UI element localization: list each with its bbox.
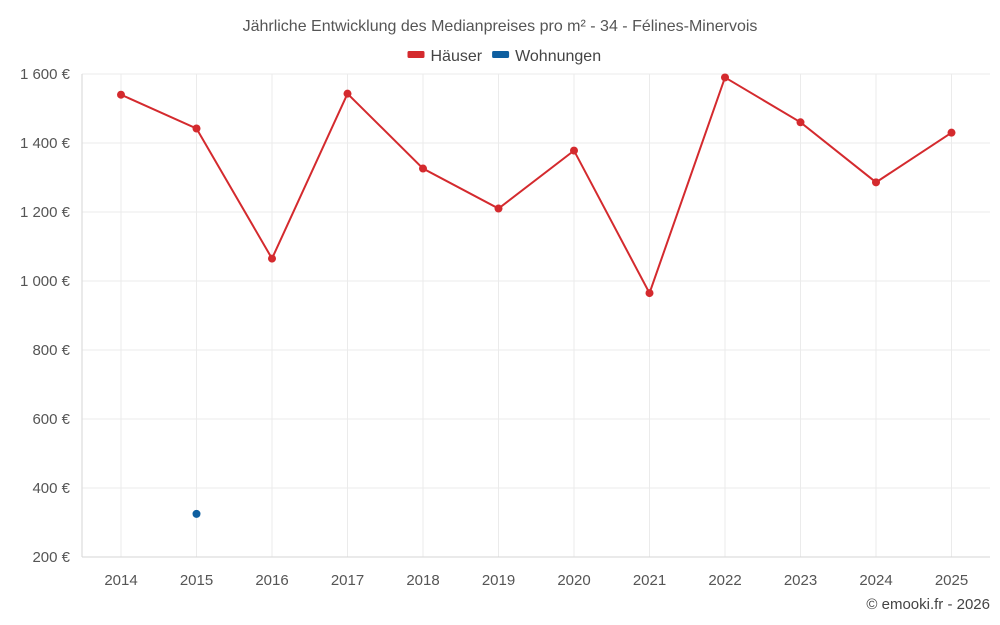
data-point[interactable] bbox=[721, 73, 729, 82]
x-tick-label: 2016 bbox=[255, 572, 288, 589]
data-point[interactable] bbox=[192, 509, 201, 518]
legend-swatch bbox=[492, 51, 510, 58]
chart-title: Jährliche Entwicklung des Medianpreises … bbox=[243, 18, 758, 35]
data-point[interactable] bbox=[268, 254, 276, 263]
data-point[interactable] bbox=[947, 128, 956, 137]
data-point[interactable] bbox=[419, 164, 427, 173]
data-point[interactable] bbox=[192, 124, 201, 133]
data-point[interactable] bbox=[872, 178, 880, 187]
data-point[interactable] bbox=[494, 204, 503, 213]
legend-item[interactable]: Wohnungen bbox=[492, 48, 601, 65]
y-tick-label: 1 400 € bbox=[20, 135, 71, 152]
data-point[interactable] bbox=[796, 118, 805, 127]
y-tick-label: 400 € bbox=[32, 480, 70, 497]
x-tick-label: 2023 bbox=[784, 572, 817, 589]
chart-series bbox=[117, 73, 956, 518]
x-tick-label: 2014 bbox=[104, 572, 137, 589]
x-tick-label: 2018 bbox=[406, 572, 439, 589]
y-tick-label: 600 € bbox=[32, 411, 70, 428]
y-tick-label: 1 200 € bbox=[20, 204, 71, 221]
y-axis: 200 € 400 € 600 € 800 € 1 000 € 1 200 € 1 400 … bbox=[20, 66, 83, 566]
legend-label: Wohnungen bbox=[515, 48, 601, 65]
y-tick-label: 1 000 € bbox=[20, 273, 71, 290]
legend-item[interactable]: Häuser bbox=[407, 48, 483, 65]
data-point[interactable] bbox=[570, 146, 578, 155]
data-point[interactable] bbox=[117, 90, 125, 99]
y-tick-label: 200 € bbox=[32, 549, 70, 566]
x-tick-label: 2019 bbox=[482, 572, 515, 589]
x-tick-label: 2024 bbox=[859, 572, 892, 589]
series-wohnungen bbox=[192, 509, 201, 518]
series-line bbox=[120, 75, 953, 296]
x-tick-label: 2021 bbox=[633, 572, 666, 589]
series-haeuser bbox=[117, 73, 956, 298]
y-tick-label: 1 600 € bbox=[20, 66, 71, 83]
x-tick-label: 2020 bbox=[557, 572, 590, 589]
credit-text: © emooki.fr - 2026 bbox=[866, 596, 990, 613]
y-tick-label: 800 € bbox=[32, 342, 70, 359]
legend-label: Häuser bbox=[431, 48, 483, 65]
data-point[interactable] bbox=[645, 289, 654, 298]
x-tick-label: 2015 bbox=[180, 572, 213, 589]
x-tick-label: 2022 bbox=[708, 572, 741, 589]
grid-lines bbox=[82, 73, 990, 558]
x-tick-label: 2025 bbox=[935, 572, 968, 589]
x-axis: 2014 2015 2016 2017 2018 2019 2020 2021 2022 2023… bbox=[82, 556, 990, 589]
data-point[interactable] bbox=[343, 89, 352, 98]
legend-swatch bbox=[407, 51, 425, 58]
chart-legend[interactable]: Häuser Wohnungen bbox=[407, 48, 602, 65]
x-tick-label: 2017 bbox=[331, 572, 364, 589]
